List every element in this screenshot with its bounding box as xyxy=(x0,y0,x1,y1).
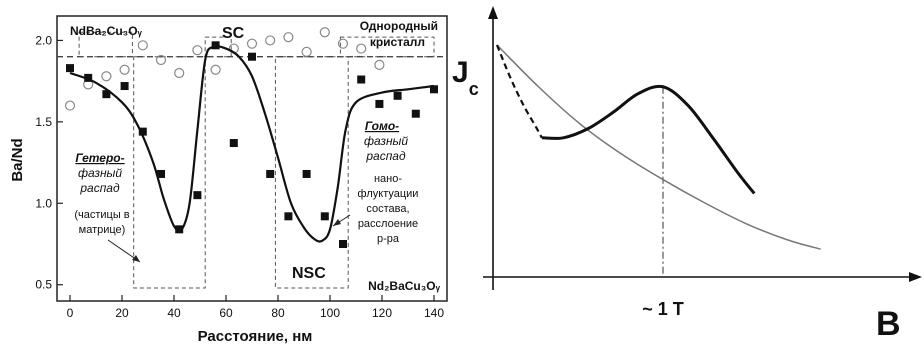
x-tick-label: 140 xyxy=(424,306,444,320)
hetero-label-1: Гетеро- xyxy=(75,151,124,165)
thin-gray-curve xyxy=(496,44,821,250)
hetero-arrowhead xyxy=(132,255,140,262)
x-axis-label: Расстояние, нм xyxy=(198,328,313,345)
fit-curve xyxy=(69,45,435,243)
region-box xyxy=(133,56,206,289)
nd2ba-label: Nd₂BaCu₃Oᵧ xyxy=(368,279,441,293)
jc-label: Jc xyxy=(452,56,479,99)
open-circle-point xyxy=(64,100,76,111)
region-box xyxy=(78,31,133,58)
open-circle-point xyxy=(155,54,167,66)
homo-label-1: Гомо- xyxy=(365,119,399,133)
region-boxes xyxy=(78,31,435,289)
homo-label-6: состава, xyxy=(366,203,409,215)
jc-label-sub: c xyxy=(469,79,479,99)
homo-label-3: распад xyxy=(365,149,406,163)
right-y-arrowhead xyxy=(488,6,498,19)
right-x-arrowhead xyxy=(909,272,922,282)
filled-square-point xyxy=(393,91,402,100)
left-x-ticks: 0 20 40 60 80 100 120 140 xyxy=(67,295,444,320)
open-circle-point xyxy=(283,32,294,43)
hetero-label-5: матрице) xyxy=(79,224,126,236)
hetero-label-4: (частицы в xyxy=(74,209,129,221)
open-circle-point xyxy=(174,67,185,79)
filled-square-point xyxy=(375,99,384,108)
filled-square-point xyxy=(66,64,74,73)
homo-label-5: флуктуации xyxy=(358,188,419,200)
filled-square-point xyxy=(302,169,311,178)
x-tick-label: 60 xyxy=(219,306,233,320)
left-chart: 0 20 40 60 80 100 120 140 0.5 1.0 1.5 2.0 Ba/Nd Ра… xyxy=(9,15,448,345)
filled-square-point xyxy=(320,212,329,221)
open-circle-point xyxy=(319,27,330,38)
jc-label-main: J xyxy=(452,56,469,89)
filled-square-point xyxy=(430,85,438,94)
filled-square-point xyxy=(120,82,129,91)
sc-label: SC xyxy=(222,25,245,42)
nsc-label: NSC xyxy=(292,265,326,282)
filled-square-point xyxy=(84,73,93,82)
y-axis-label: Ba/Nd xyxy=(9,138,26,181)
open-circle-point xyxy=(265,35,276,46)
filled-square-point xyxy=(211,41,220,50)
filled-square-point xyxy=(411,109,420,118)
x-tick-label: 120 xyxy=(372,306,392,320)
thick-black-curve xyxy=(541,84,756,195)
homo-label-4: нано- xyxy=(374,173,402,185)
open-circle-point xyxy=(192,45,203,56)
dashed-black-curve xyxy=(495,44,543,139)
x-tick-label: 40 xyxy=(167,306,181,320)
homo-label-8: р-ра xyxy=(377,233,400,245)
open-circle-point xyxy=(101,71,112,82)
filled-square-point xyxy=(339,240,347,248)
left-y-ticks: 0.5 1.0 1.5 2.0 xyxy=(35,33,63,292)
open-circle-point xyxy=(210,64,221,75)
x-tick-label: 80 xyxy=(271,306,285,320)
filled-square-point xyxy=(175,225,184,234)
homo-arrowhead xyxy=(333,219,341,226)
filled-square-point xyxy=(248,52,256,61)
filled-square-point xyxy=(357,75,366,84)
open-circle-point xyxy=(374,59,385,70)
filled-square-point xyxy=(102,90,111,99)
right-chart: Jc ~ 1 T B xyxy=(452,6,922,343)
region-box xyxy=(274,56,349,289)
y-tick-label: 1.5 xyxy=(35,115,52,129)
filled-square-point xyxy=(284,212,293,221)
filled-square-series xyxy=(66,41,438,248)
b-axis-label: B xyxy=(876,305,901,343)
crystal-label-1: Однородный xyxy=(360,19,438,33)
x-tick-label: 100 xyxy=(320,306,340,320)
hetero-label-2: фазный xyxy=(78,166,122,180)
homo-label-2: фазный xyxy=(364,134,408,148)
y-tick-label: 0.5 xyxy=(35,278,52,292)
open-circle-series xyxy=(64,27,385,111)
left-plot-frame xyxy=(56,15,448,302)
filled-square-point xyxy=(193,191,202,200)
open-circle-point xyxy=(137,40,148,51)
open-circle-point xyxy=(246,38,258,49)
crystal-label-2: кристалл xyxy=(370,35,425,49)
filled-square-point xyxy=(138,127,147,136)
open-circle-point xyxy=(337,38,349,49)
open-circle-point xyxy=(301,46,312,57)
x-tick-label: 20 xyxy=(115,306,129,320)
homo-label-7: расслоение xyxy=(358,218,418,230)
ndba2-label: NdBa₂Cu₃Oᵧ xyxy=(70,24,143,38)
filled-square-point xyxy=(229,139,238,148)
x-tick-label: 0 xyxy=(67,306,74,320)
open-circle-point xyxy=(119,64,130,75)
hetero-label-3: распад xyxy=(79,181,120,195)
filled-square-point xyxy=(266,169,275,178)
open-circle-point xyxy=(356,43,367,54)
y-tick-label: 1.0 xyxy=(35,196,52,210)
y-tick-label: 2.0 xyxy=(35,33,52,47)
peak-tick-label: ~ 1 T xyxy=(642,299,684,319)
filled-square-point xyxy=(157,169,165,178)
region-box xyxy=(204,36,232,58)
